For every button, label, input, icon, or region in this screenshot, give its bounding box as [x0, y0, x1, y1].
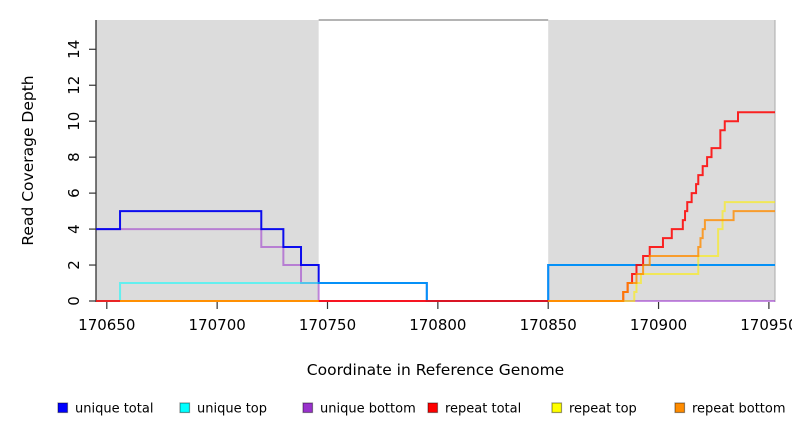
y-tick-label: 14 — [65, 40, 83, 59]
y-tick-label: 12 — [65, 76, 83, 95]
x-tick-label: 170900 — [630, 316, 687, 334]
legend-item-unique-total: unique total — [57, 402, 153, 417]
legend-item-unique-top: unique top — [179, 402, 267, 417]
series-line-unique-top — [96, 264, 775, 302]
y-tick-label: 8 — [65, 152, 83, 162]
repeat-region-shade-1 — [96, 20, 319, 301]
legend-swatch-repeat-total — [427, 402, 439, 414]
y-tick-label: 2 — [65, 260, 83, 270]
series-layer — [96, 111, 775, 302]
y-tick-label: 0 — [65, 296, 83, 306]
legend-item-unique-bottom: unique bottom — [302, 402, 416, 417]
legend-label: repeat top — [569, 402, 637, 417]
legend-label: unique total — [75, 402, 153, 417]
y-axis: 0 2 4 6 8 10 12 14 — [65, 40, 96, 306]
legend-swatch-unique-total — [57, 402, 69, 414]
x-tick-label: 170700 — [189, 316, 246, 334]
y-tick-label: 6 — [65, 188, 83, 198]
legend-item-repeat-total: repeat total — [427, 402, 521, 417]
series-line-repeat-bottom — [120, 210, 775, 302]
repeat-region-shade-2 — [548, 20, 775, 301]
legend: unique total unique top unique bottom repea… — [57, 402, 786, 417]
x-axis: 170650 170700 170750 170800 170850 170900 1709… — [78, 302, 792, 334]
series-line-unique-bottom — [96, 228, 775, 302]
x-tick-label: 170650 — [78, 316, 135, 334]
legend-label: unique top — [197, 402, 267, 417]
legend-item-repeat-bottom: repeat bottom — [674, 402, 786, 417]
y-tick-label: 10 — [65, 112, 83, 131]
legend-label: repeat total — [445, 402, 521, 417]
y-axis-title: Read Coverage Depth — [19, 75, 37, 245]
legend-swatch-repeat-top — [551, 402, 563, 414]
x-tick-label: 170850 — [520, 316, 577, 334]
legend-label: repeat bottom — [692, 402, 786, 417]
legend-swatch-unique-top — [179, 402, 191, 414]
legend-label: unique bottom — [320, 402, 416, 417]
legend-swatch-repeat-bottom — [674, 402, 686, 414]
x-tick-label: 170800 — [409, 316, 466, 334]
y-tick-label: 4 — [65, 224, 83, 234]
x-axis-title: Coordinate in Reference Genome — [307, 361, 564, 379]
legend-item-repeat-top: repeat top — [551, 402, 637, 417]
x-tick-label: 170750 — [299, 316, 356, 334]
series-line-repeat-top — [120, 201, 775, 302]
legend-swatch-unique-bottom — [302, 402, 314, 414]
x-tick-label: 170950 — [740, 316, 792, 334]
